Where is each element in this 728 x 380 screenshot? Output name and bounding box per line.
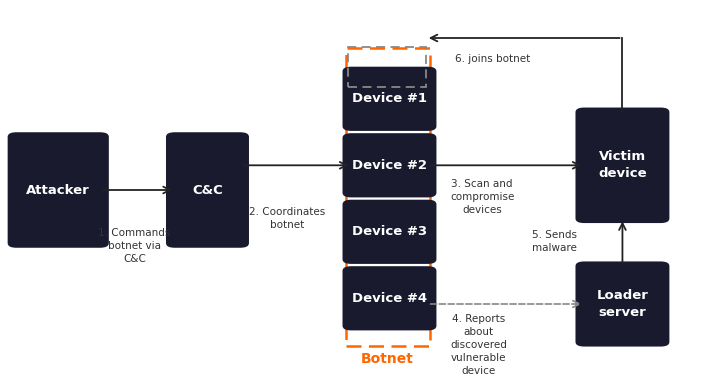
Text: 6. joins botnet: 6. joins botnet <box>455 54 530 64</box>
FancyBboxPatch shape <box>576 108 670 223</box>
Text: 2. Coordinates
botnet: 2. Coordinates botnet <box>250 207 325 230</box>
Bar <box>346 48 430 346</box>
Text: Device #1: Device #1 <box>352 92 427 105</box>
Text: Device #4: Device #4 <box>352 292 427 305</box>
FancyBboxPatch shape <box>343 67 437 131</box>
FancyBboxPatch shape <box>343 133 437 198</box>
Text: Device #3: Device #3 <box>352 225 427 238</box>
Text: Loader
server: Loader server <box>596 289 649 319</box>
Text: 3. Scan and
compromise
devices: 3. Scan and compromise devices <box>450 179 514 215</box>
Text: C&C: C&C <box>192 184 223 196</box>
FancyBboxPatch shape <box>7 132 109 248</box>
Bar <box>348 48 426 87</box>
Text: Attacker: Attacker <box>26 184 90 196</box>
Text: Botnet: Botnet <box>361 352 414 366</box>
FancyBboxPatch shape <box>576 261 670 347</box>
Text: Victim
device: Victim device <box>598 150 646 180</box>
Text: 4. Reports
about
discovered
vulnerable
device: 4. Reports about discovered vulnerable d… <box>450 314 507 376</box>
FancyBboxPatch shape <box>343 266 437 330</box>
Text: 1. Commands
botnet via
C&C: 1. Commands botnet via C&C <box>98 228 171 264</box>
Text: 5. Sends
malware: 5. Sends malware <box>532 230 577 253</box>
FancyBboxPatch shape <box>166 132 249 248</box>
FancyBboxPatch shape <box>343 200 437 264</box>
Text: Device #2: Device #2 <box>352 159 427 172</box>
